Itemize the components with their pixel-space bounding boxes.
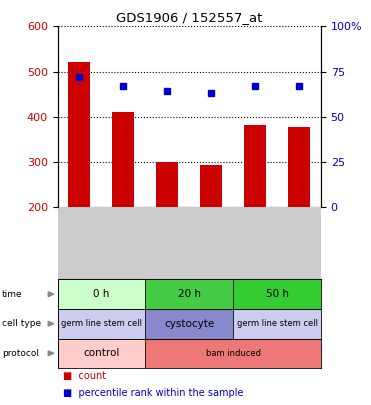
- Bar: [244, 125, 266, 207]
- Bar: [288, 127, 310, 207]
- Text: cystocyte: cystocyte: [164, 319, 214, 329]
- Bar: [145, 279, 233, 309]
- Bar: [58, 279, 145, 309]
- Bar: [233, 309, 321, 339]
- Bar: [156, 162, 178, 207]
- Bar: [233, 279, 321, 309]
- Text: cell type: cell type: [2, 319, 41, 328]
- Bar: [69, 62, 91, 207]
- Text: bam induced: bam induced: [206, 349, 260, 358]
- Text: 50 h: 50 h: [266, 289, 289, 299]
- Text: germ line stem cell: germ line stem cell: [61, 319, 142, 328]
- Bar: [58, 309, 145, 339]
- Text: ■  count: ■ count: [63, 371, 106, 381]
- Bar: [112, 112, 134, 207]
- Text: germ line stem cell: germ line stem cell: [237, 319, 318, 328]
- Title: GDS1906 / 152557_at: GDS1906 / 152557_at: [116, 11, 262, 24]
- Bar: [58, 339, 145, 368]
- Bar: [145, 309, 233, 339]
- Text: 0 h: 0 h: [93, 289, 109, 299]
- Text: protocol: protocol: [2, 349, 39, 358]
- Text: ■  percentile rank within the sample: ■ percentile rank within the sample: [63, 388, 243, 398]
- Text: time: time: [2, 290, 23, 298]
- Bar: [200, 165, 222, 207]
- Bar: [145, 339, 321, 368]
- Text: control: control: [83, 348, 119, 358]
- Text: 20 h: 20 h: [178, 289, 201, 299]
